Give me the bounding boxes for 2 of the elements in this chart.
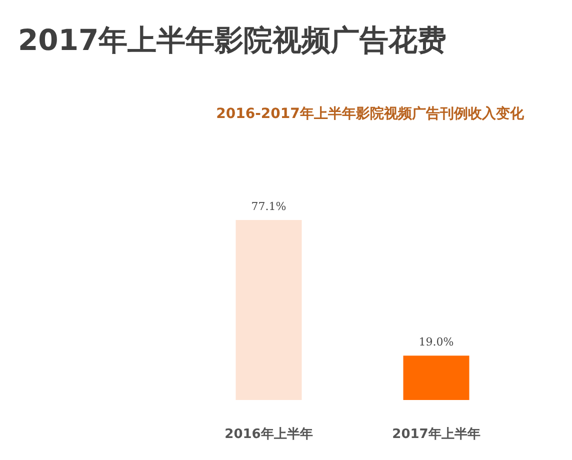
subtitle: 2016-2017年上半年影院视频广告刊例收入变化 (216, 106, 524, 122)
title: 2017年上半年影院视频广告花费 (18, 23, 447, 57)
